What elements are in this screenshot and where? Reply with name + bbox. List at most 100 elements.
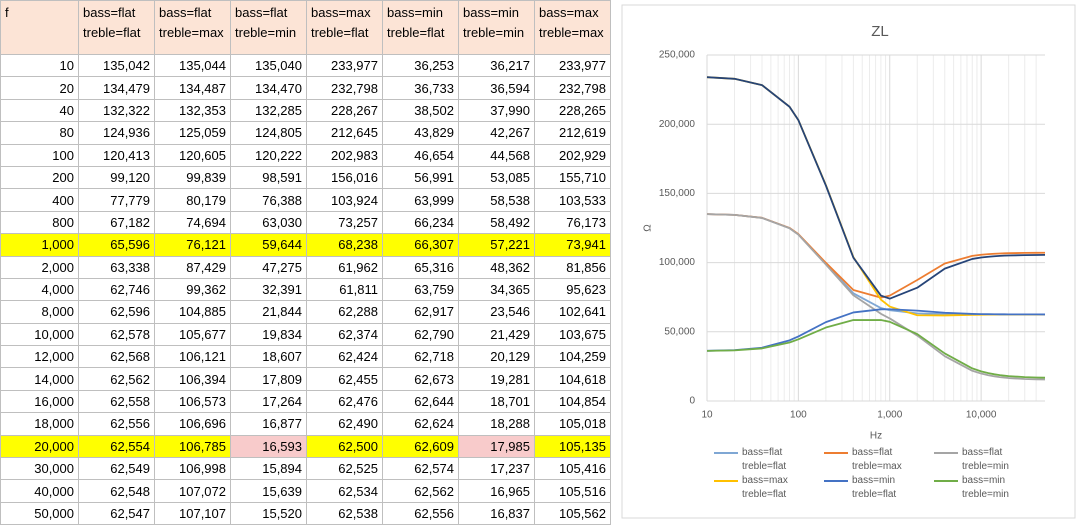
value-cell: 17,237 [458,457,535,481]
x-tick-label: 10 [701,410,713,421]
value-cell: 99,120 [78,165,155,190]
value-cell: 65,596 [78,233,155,257]
legend-entry: bass=flat treble=max [852,447,902,472]
frequency-cell: 30,000 [0,457,79,481]
table-row: 20,000 62,554 106,785 16,593 62,500 62,609 17,… [0,434,611,459]
frequency-cell: 20,000 [0,434,79,459]
value-cell: 62,746 [78,277,155,302]
frequency-cell: 40,000 [0,479,79,503]
table-row: 4,000 62,746 99,362 32,391 61,811 63,759 34,36… [0,277,611,302]
table-row: 800 67,182 74,694 63,030 73,257 66,234 58,492 7… [0,210,611,235]
table-row: 16,000 62,558 106,573 17,264 62,476 62,644 18,… [0,389,611,414]
value-cell: 155,710 [534,165,611,190]
header-cell: bass=flat treble=min [230,0,307,55]
value-cell: 62,554 [78,434,155,459]
value-cell: 98,591 [230,165,307,190]
value-cell: 62,790 [382,322,459,347]
chart-title: ZL [871,23,889,40]
table-row: 30,000 62,549 106,998 15,894 62,525 62,574 17,… [0,457,611,481]
header-cell: bass=max treble=flat [306,0,383,55]
value-cell: 62,548 [78,479,155,503]
frequency-cell: 800 [0,210,79,235]
value-cell: 62,673 [382,367,459,391]
value-cell: 156,016 [306,165,383,190]
table-row: 10,000 62,578 105,677 19,834 62,374 62,790 21,… [0,322,611,347]
x-tick-label: 1,000 [877,410,902,421]
value-cell: 106,394 [154,367,231,391]
value-cell: 48,362 [458,255,535,279]
value-cell: 106,696 [154,412,231,436]
legend-entry: bass=min treble=flat [852,475,897,500]
table-row: 40,000 62,548 107,072 15,639 62,534 62,562 16,… [0,479,611,503]
table-row: 12,000 62,568 106,121 18,607 62,424 62,718 20,… [0,345,611,369]
value-cell: 87,429 [154,255,231,279]
frequency-cell: 2,000 [0,255,79,279]
value-cell: 62,500 [306,434,383,459]
frequency-cell: 14,000 [0,367,79,391]
value-cell: 62,574 [382,457,459,481]
header-cell: bass=flat treble=max [154,0,231,55]
value-cell: 233,977 [306,53,383,78]
legend-entry: bass=flat treble=min [962,447,1009,472]
value-cell: 104,854 [534,389,611,414]
value-cell: 105,135 [534,434,611,459]
value-cell: 19,281 [458,367,535,391]
value-cell: 104,885 [154,300,231,324]
table-row: 10 135,042 135,044 135,040 233,977 36,253 36,2… [0,53,611,78]
value-cell: 18,701 [458,389,535,414]
value-cell: 15,639 [230,479,307,503]
value-cell: 76,388 [230,188,307,212]
table-row: 14,000 62,562 106,394 17,809 62,455 62,673 19,… [0,367,611,391]
value-cell: 135,044 [154,53,231,78]
value-cell: 134,479 [78,76,155,100]
value-cell: 34,365 [458,277,535,302]
value-cell: 104,259 [534,345,611,369]
value-cell: 15,894 [230,457,307,481]
value-cell: 62,558 [78,389,155,414]
value-cell: 62,556 [78,412,155,436]
value-cell: 81,856 [534,255,611,279]
table-row: 200 99,120 99,839 98,591 156,016 56,991 53,085… [0,165,611,190]
header-cell: f [0,0,79,55]
header-cell: bass=min treble=min [458,0,535,55]
value-cell: 106,121 [154,345,231,369]
value-cell: 62,455 [306,367,383,391]
value-cell: 102,641 [534,300,611,324]
table-row: 40 132,322 132,353 132,285 228,267 38,502 37,9… [0,98,611,123]
value-cell: 16,593 [230,434,307,459]
value-cell: 21,844 [230,300,307,324]
value-cell: 105,677 [154,322,231,347]
value-cell: 106,998 [154,457,231,481]
value-cell: 99,362 [154,277,231,302]
value-cell: 62,596 [78,300,155,324]
legend-entry: bass=max treble=flat [742,475,788,500]
value-cell: 61,962 [306,255,383,279]
value-cell: 107,107 [154,501,231,525]
value-cell: 62,549 [78,457,155,481]
value-cell: 95,623 [534,277,611,302]
value-cell: 68,238 [306,233,383,257]
value-cell: 57,221 [458,233,535,257]
value-cell: 66,307 [382,233,459,257]
x-tick-label: 100 [790,410,807,421]
x-tick-label: 10,000 [966,410,997,421]
value-cell: 105,562 [534,501,611,525]
legend-entry: bass=min treble=min [962,475,1009,500]
series-line [706,319,1046,379]
value-cell: 38,502 [382,98,459,123]
y-tick-label: 200,000 [659,119,696,130]
value-cell: 106,785 [154,434,231,459]
value-cell: 62,718 [382,345,459,369]
value-cell: 18,288 [458,412,535,436]
value-cell: 17,985 [458,434,535,459]
value-cell: 62,917 [382,300,459,324]
value-cell: 62,644 [382,389,459,414]
value-cell: 103,675 [534,322,611,347]
value-cell: 135,040 [230,53,307,78]
y-axis-label: Ω [643,224,654,232]
value-cell: 21,429 [458,322,535,347]
value-cell: 73,941 [534,233,611,257]
y-tick-label: 0 [689,396,695,407]
chart-panel [621,4,1076,519]
